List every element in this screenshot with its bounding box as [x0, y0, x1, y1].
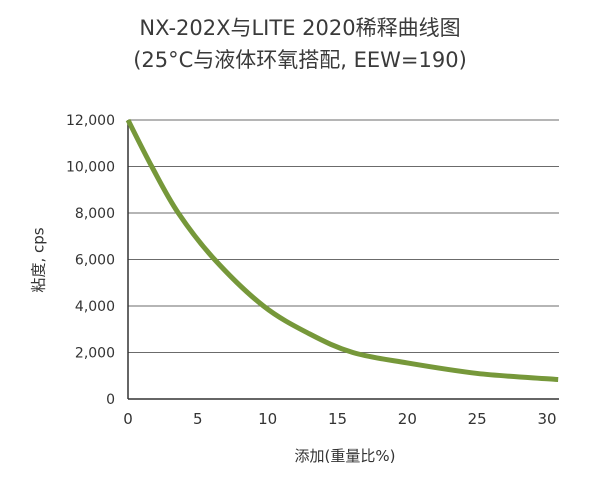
y-tick-label: 6,000	[75, 253, 115, 269]
x-tick-label: 15	[328, 410, 347, 428]
x-tick-label: 20	[398, 410, 417, 428]
x-tick-label: 30	[537, 410, 556, 428]
x-tick-label: 5	[193, 410, 203, 428]
y-tick-label: 4,000	[75, 299, 115, 315]
y-tick-label: 12,000	[66, 113, 115, 129]
x-tick-label: 25	[468, 410, 487, 428]
viscosity-curve	[125, 118, 559, 382]
chart-subtitle: (25°C与液体环氧搭配, EEW=190)	[133, 48, 467, 72]
y-tick-label: 2,000	[75, 346, 115, 362]
chart-title: NX-202X与LITE 2020稀释曲线图	[139, 16, 461, 40]
x-tick-label: 0	[123, 410, 133, 428]
y-tick-label: 8,000	[75, 206, 115, 222]
y-axis-label: 粘度, cps	[29, 227, 48, 293]
y-tick-label: 0	[106, 392, 115, 408]
x-axis-label: 添加(重量比%)	[294, 447, 396, 465]
x-tick-label: 10	[258, 410, 277, 428]
y-tick-label: 10,000	[66, 160, 115, 176]
